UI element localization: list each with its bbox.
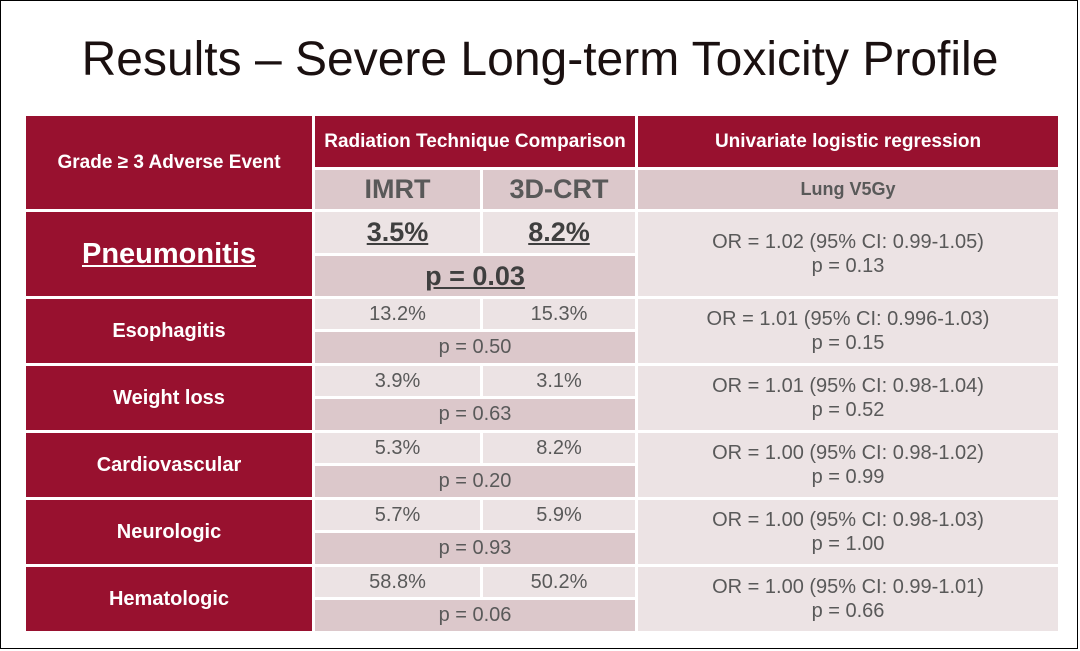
or-value: OR = 1.00 (95% CI: 0.99-1.01) [712,576,984,598]
table-row-p: p = 0.50 [25,329,1060,366]
imrt-value: 3.9% [312,363,483,399]
or-value: OR = 1.01 (95% CI: 0.996-1.03) [706,308,990,330]
crt-value: 50.2% [480,564,638,600]
event-label: Esophagitis [23,296,315,366]
p-value-cell: p = 0.50 [312,329,638,366]
event-label: Weight loss [23,363,315,433]
p-value-cell: p = 0.06 [312,597,638,634]
event-column-header: Grade ≥ 3 Adverse Event [23,113,315,212]
table-row: Cardiovascular 5.3% 8.2% OR = 1.00 (95% … [23,430,1061,500]
or-value: OR = 1.00 (95% CI: 0.98-1.02) [712,442,984,464]
table-row-p: p = 0.20 [25,463,1060,500]
lung-v5gy-header: Lung V5Gy [635,167,1061,212]
or-p-value: p = 0.99 [811,466,885,488]
crt-value: 8.2% [480,430,638,466]
crt-value: 3.1% [480,363,638,399]
event-label: Pneumonitis [81,237,256,270]
table-row: Weight loss 3.9% 3.1% OR = 1.01 (95% CI:… [23,363,1061,433]
table-row-p: p = 0.93 [25,530,1060,567]
imrt-value: 5.3% [312,430,483,466]
or-cell: OR = 1.01 (95% CI: 0.996-1.03) p = 0.15 [635,296,1061,366]
imrt-value: 13.2% [312,296,483,332]
crt-cell: 8.2% [480,209,638,256]
crt-header: 3D-CRT [480,167,638,212]
or-p-value: p = 0.52 [811,399,885,421]
table-row: Pneumonitis 3.5% 8.2% OR = 1.02 (95% CI:… [23,209,1061,299]
or-cell: OR = 1.00 (95% CI: 0.98-1.02) p = 0.99 [635,430,1061,500]
or-cell: OR = 1.00 (95% CI: 0.99-1.01) p = 0.66 [635,564,1061,634]
header-row-1: Grade ≥ 3 Adverse Event Radiation Techni… [23,113,1061,212]
imrt-header: IMRT [312,167,483,212]
p-value-cell: p = 0.03 [312,253,638,299]
or-cell: OR = 1.00 (95% CI: 0.98-1.03) p = 1.00 [635,497,1061,567]
technique-column-header: Radiation Technique Comparison [312,113,638,170]
event-label: Hematologic [23,564,315,634]
or-value: OR = 1.00 (95% CI: 0.98-1.03) [712,509,984,531]
table-row: Hematologic 58.8% 50.2% OR = 1.00 (95% C… [23,564,1061,634]
table-row-p: p = 0.03 [25,253,1060,299]
or-p-value: p = 0.13 [811,255,885,277]
header-row-2: IMRT 3D-CRT Lung V5Gy [25,167,1061,212]
toxicity-table: Grade ≥ 3 Adverse Event Radiation Techni… [23,113,1061,634]
or-cell: OR = 1.01 (95% CI: 0.98-1.04) p = 0.52 [635,363,1061,433]
or-value: OR = 1.02 (95% CI: 0.99-1.05) [712,231,984,253]
crt-value: 15.3% [480,296,638,332]
imrt-value: 3.5% [366,217,429,247]
imrt-cell: 3.5% [312,209,483,256]
or-cell: OR = 1.02 (95% CI: 0.99-1.05) p = 0.13 [635,209,1061,299]
crt-value: 5.9% [480,497,638,533]
event-cell: Pneumonitis [23,209,315,299]
p-value-cell: p = 0.63 [312,396,638,433]
table-row: Esophagitis 13.2% 15.3% OR = 1.01 (95% C… [23,296,1061,366]
or-p-value: p = 0.15 [811,332,885,354]
table-row-p: p = 0.06 [25,597,1060,634]
table-row: Neurologic 5.7% 5.9% OR = 1.00 (95% CI: … [23,497,1061,567]
imrt-value: 5.7% [312,497,483,533]
regression-column-header: Univariate logistic regression [635,113,1061,170]
p-value-cell: p = 0.93 [312,530,638,567]
p-value-cell: p = 0.20 [312,463,638,500]
or-p-value: p = 1.00 [811,533,885,555]
slide-title: Results – Severe Long-term Toxicity Prof… [81,33,999,86]
or-p-value: p = 0.66 [811,600,885,622]
table-row-p: p = 0.63 [25,396,1060,433]
event-label: Neurologic [23,497,315,567]
imrt-value: 58.8% [312,564,483,600]
or-value: OR = 1.01 (95% CI: 0.98-1.04) [712,375,984,397]
crt-value: 8.2% [528,217,590,247]
event-label: Cardiovascular [23,430,315,500]
